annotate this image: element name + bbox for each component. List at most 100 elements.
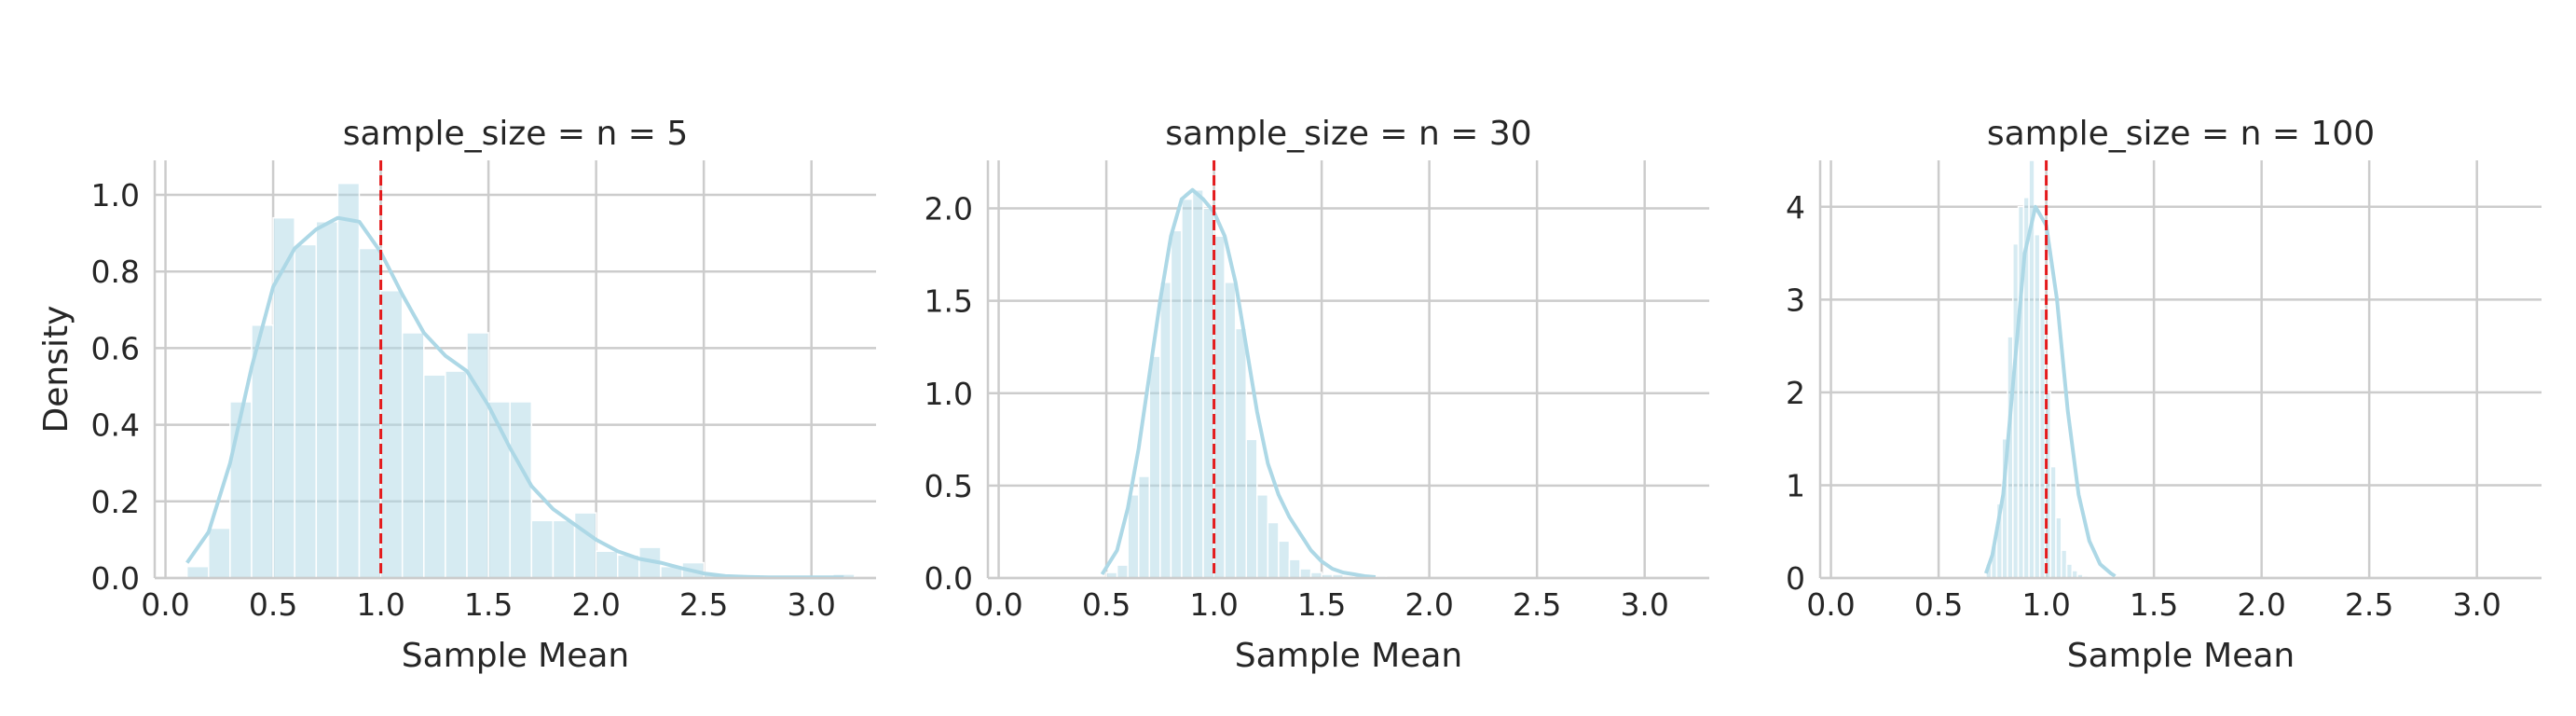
x-tick-label: 1.5 <box>464 586 513 623</box>
histogram-bar <box>401 332 425 579</box>
histogram-bar <box>1245 438 1258 579</box>
kde-curve <box>1984 204 2117 578</box>
histogram-bar <box>1170 229 1183 579</box>
histogram-bar <box>1224 282 1237 579</box>
y-tick-label: 0.4 <box>91 407 140 444</box>
y-tick-label: 2 <box>1786 375 1805 411</box>
histogram-bars <box>1985 159 2117 579</box>
histogram-bar <box>1159 282 1172 579</box>
histogram-bar <box>294 243 318 579</box>
histogram-bar <box>358 247 382 579</box>
y-tick-label: 4 <box>1786 189 1805 226</box>
y-tick-label: 3 <box>1786 282 1805 318</box>
histogram-bar <box>1148 355 1161 579</box>
histogram-bar <box>445 370 468 579</box>
histogram-bar <box>530 519 555 579</box>
x-tick-label: 1.0 <box>2021 586 2070 623</box>
histogram-bar <box>315 221 339 579</box>
x-tick-label: 2.5 <box>2345 586 2393 623</box>
x-tick-label: 0.0 <box>974 586 1022 623</box>
histogram-bar <box>1213 235 1226 579</box>
histogram-bar <box>185 565 210 579</box>
x-tick-label: 3.0 <box>1620 586 1668 623</box>
x-tick-label: 2.0 <box>2237 586 2285 623</box>
x-tick-label: 1.5 <box>2130 586 2178 623</box>
y-tick-label: 0.0 <box>91 560 140 597</box>
y-axis-label: Density <box>37 306 75 434</box>
histogram-bar <box>1234 327 1248 579</box>
x-tick-label: 2.0 <box>571 586 620 623</box>
y-tick-label: 0.6 <box>91 330 140 366</box>
panel-title: sample_size = n = 30 <box>1165 115 1531 153</box>
y-tick-label: 0.5 <box>925 468 973 504</box>
x-axis-label: Sample Mean <box>402 637 630 675</box>
facet-panel-3: 0.0 0.5 1.0 1.5 2.0 2.5 3.0 0 1 2 3 4 sample_size = … <box>1786 115 2542 675</box>
x-axis-label: Sample Mean <box>1235 637 1463 675</box>
histogram-bar <box>2012 242 2020 579</box>
histogram-bar <box>466 332 489 579</box>
histogram-bar <box>229 401 253 579</box>
histogram-bar <box>2055 516 2062 579</box>
facet-panel-1: 0.0 0.5 1.0 1.5 2.0 2.5 3.0 0.0 0.2 0.4 0.6 0.8 1.0 s… <box>37 115 876 675</box>
grid <box>988 160 1709 580</box>
x-tick-label: 2.0 <box>1404 586 1453 623</box>
panel-title: sample_size = n = 5 <box>343 115 689 153</box>
histogram-bar <box>1278 540 1291 579</box>
kde-curve <box>1100 187 1377 579</box>
y-tick-label: 1 <box>1786 467 1805 503</box>
histogram-bar <box>1299 568 1312 579</box>
x-tick-label: 1.0 <box>356 586 404 623</box>
x-tick-label: 0.0 <box>1806 586 1855 623</box>
histogram-bar <box>2065 563 2074 579</box>
x-tick-label: 3.0 <box>2452 586 2501 623</box>
histogram-bar <box>2061 549 2068 579</box>
x-tick-label: 0.5 <box>249 586 297 623</box>
histogram-bar <box>1288 558 1301 579</box>
facet-panel-2: 0.0 0.5 1.0 1.5 2.0 2.5 3.0 0.0 0.5 1.0 1.5 2.0 samp… <box>925 115 1709 675</box>
histogram-bar <box>1181 198 1194 579</box>
y-tick-label: 0.2 <box>91 484 140 520</box>
x-tick-label: 3.0 <box>787 586 835 623</box>
y-tick-label: 0.0 <box>925 560 973 597</box>
y-tick-label: 0 <box>1786 560 1805 597</box>
histogram-bars <box>1105 188 1388 579</box>
x-tick-label: 0.0 <box>141 586 189 623</box>
y-tick-label: 1.0 <box>91 177 140 213</box>
histogram-bar <box>573 512 597 579</box>
histogram-bar <box>251 324 274 579</box>
grid <box>1820 160 2542 580</box>
x-axis-label: Sample Mean <box>2067 637 2295 675</box>
x-tick-label: 0.5 <box>1082 586 1130 623</box>
histogram-bar <box>1191 188 1204 579</box>
histogram-bar <box>379 289 404 579</box>
histogram-bar <box>552 519 576 579</box>
x-tick-label: 1.5 <box>1297 586 1346 623</box>
histogram-bar <box>595 550 619 579</box>
histogram-bar <box>1137 475 1151 579</box>
x-tick-label: 0.5 <box>1914 586 1963 623</box>
x-tick-label: 2.5 <box>679 586 728 623</box>
histogram-bar <box>509 401 533 579</box>
histogram-bar <box>1202 207 1215 579</box>
y-tick-label: 1.5 <box>925 283 973 320</box>
histogram-bar <box>423 374 446 579</box>
y-tick-label: 0.8 <box>91 254 140 290</box>
histogram-bar <box>1267 521 1280 579</box>
histogram-bar <box>1256 494 1269 579</box>
histogram-bars <box>185 182 856 579</box>
histogram-bar <box>2038 308 2047 579</box>
histogram-bar <box>2034 233 2041 579</box>
y-tick-label: 2.0 <box>925 191 973 227</box>
histogram-bar <box>272 216 295 579</box>
histogram-bar <box>1116 564 1129 579</box>
x-tick-label: 1.0 <box>1189 586 1238 623</box>
x-tick-label: 2.5 <box>1513 586 1561 623</box>
histogram-bar <box>2049 465 2057 579</box>
y-tick-label: 1.0 <box>925 376 973 412</box>
panel-title: sample_size = n = 100 <box>1987 115 2375 153</box>
facet-panels: 0.0 0.5 1.0 1.5 2.0 2.5 3.0 0.0 0.2 0.4 0.6 0.8 1.0 s… <box>37 115 2542 675</box>
histogram-bar <box>208 527 231 579</box>
histogram-bar <box>336 182 361 579</box>
kde-curve <box>185 215 844 580</box>
